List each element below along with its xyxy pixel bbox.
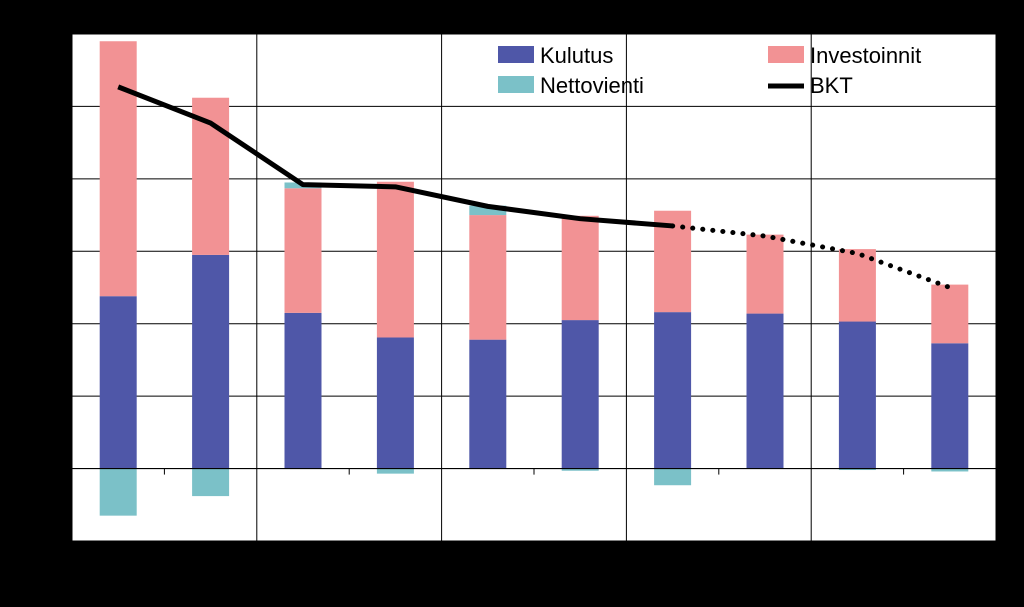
bar-nettovienti-2 [192,468,230,497]
bar-kulutus-2 [192,254,230,469]
bar-nettovienti-1 [99,468,137,516]
bar-investoinnit-1 [99,41,137,297]
bar-kulutus-8 [746,313,784,469]
category-ticks [163,468,905,475]
plot-border [71,33,997,542]
legend-label-nettovienti: Nettovienti [540,73,644,98]
bar-kulutus-1 [99,296,137,469]
bkt-line-forecast [670,223,953,290]
bkt-line-actual [117,84,673,229]
legend-label-investoinnit: Investoinnit [810,43,921,68]
bar-investoinnit-3 [284,188,322,313]
bar-nettovienti-4 [376,468,414,474]
bar-kulutus-7 [654,312,692,469]
legend-swatch-investoinnit [768,46,804,63]
legend-swatch-kulutus [498,46,534,63]
bar-kulutus-9 [838,321,876,469]
bar-kulutus-10 [931,343,969,469]
bar-kulutus-6 [561,320,599,469]
bkt-line [117,84,953,290]
bar-investoinnit-10 [931,284,969,344]
legend: Kulutus Investoinnit Nettovienti BKT [498,43,921,98]
bar-kulutus-5 [469,339,507,469]
bar-investoinnit-5 [469,215,507,340]
bar-kulutus-4 [376,337,414,469]
bar-investoinnit-9 [838,249,876,322]
legend-swatch-nettovienti [498,76,534,93]
bar-nettovienti-7 [654,468,692,486]
bar-investoinnit-6 [561,215,599,321]
bar-nettovienti-5 [469,205,507,216]
bar-investoinnit-8 [746,234,784,314]
legend-label-kulutus: Kulutus [540,43,613,68]
bar-investoinnit-4 [376,181,414,338]
bar-kulutus-3 [284,312,322,469]
bar-nettovienti-9 [838,468,876,471]
bar-nettovienti-10 [931,468,969,472]
bars [99,41,969,516]
bar-nettovienti-6 [561,468,599,471]
legend-label-bkt: BKT [810,73,853,98]
